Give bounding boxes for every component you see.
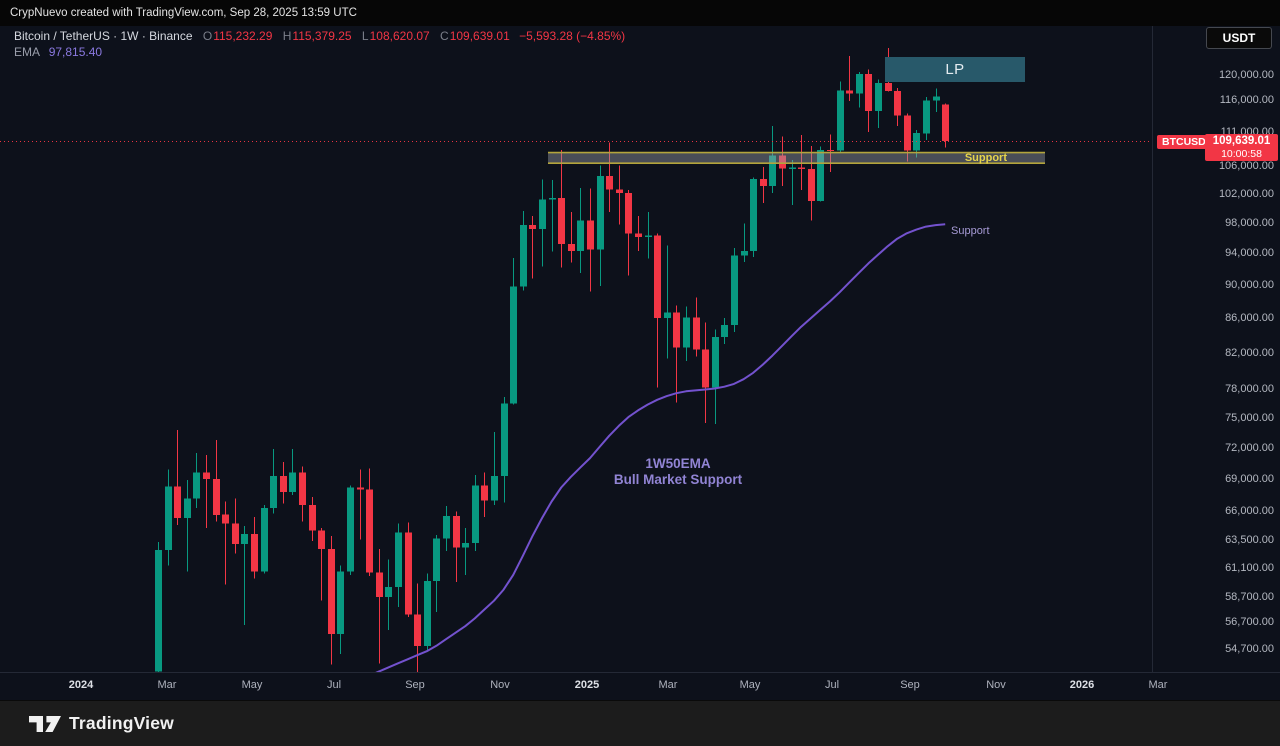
chart-legend: Bitcoin / TetherUS · 1W · Binance O115,2… <box>14 28 625 60</box>
last-price-badge: 109,639.01 10:00:58 <box>1205 134 1278 161</box>
price-tick-label: 82,000.00 <box>1225 347 1274 359</box>
price-tick-label: 98,000.00 <box>1225 217 1274 229</box>
ema-note-line2: Bull Market Support <box>613 472 743 487</box>
price-tick-label: 58,700.00 <box>1225 591 1274 603</box>
price-tick-label: 56,700.00 <box>1225 616 1274 628</box>
high-label: H <box>282 29 292 43</box>
price-tick-label: 54,700.00 <box>1225 643 1274 655</box>
time-scale[interactable]: 2024 Mar May Jul Sep Nov 2025 Mar May Jul Sep Nov 20… <box>0 672 1280 698</box>
ema-note-text[interactable]: 1W50EMA Bull Market Support <box>614 456 742 488</box>
price-tick-label: 120,000.00 <box>1218 69 1274 81</box>
price-tick-label: 72,000.00 <box>1225 442 1274 454</box>
tradingview-wordmark[interactable]: TradingView <box>69 713 174 733</box>
footer-bar: TradingView <box>0 700 1280 746</box>
low-label: L <box>361 29 369 43</box>
price-tick-label: 94,000.00 <box>1225 247 1274 259</box>
time-tick-label: May <box>739 679 761 691</box>
ema-legend-value: 97,815.40 <box>48 45 103 59</box>
price-tick-label: 69,000.00 <box>1225 473 1274 485</box>
open-label: O <box>202 29 213 43</box>
time-tick-label: May <box>241 679 263 691</box>
symbol-title[interactable]: Bitcoin / TetherUS · 1W · Binance <box>14 29 193 43</box>
price-tick-label: 75,000.00 <box>1225 412 1274 424</box>
price-tick-label: 66,000.00 <box>1225 505 1274 517</box>
ema-support-label[interactable]: Support <box>951 225 990 237</box>
tradingview-logo-icon[interactable] <box>28 713 62 735</box>
price-tick-label: 61,100.00 <box>1225 562 1274 574</box>
support-zone-label[interactable]: Support <box>964 152 1007 164</box>
attribution-bar: CrypNuevo created with TradingView.com, … <box>0 0 1280 26</box>
candles-layer[interactable] <box>155 48 949 676</box>
time-tick-label: Sep <box>405 679 425 691</box>
price-tick-label: 102,000.00 <box>1218 188 1274 200</box>
price-tick-label: 90,000.00 <box>1225 279 1274 291</box>
time-tick-label: Mar <box>658 679 678 691</box>
change-value: −5,593.28 (−4.85%) <box>519 29 626 43</box>
symbol-legend-row: Bitcoin / TetherUS · 1W · Binance O115,2… <box>14 28 625 44</box>
price-scale[interactable]: 120,000.00 116,000.00 111,000.00 106,000.00… <box>1152 26 1280 672</box>
ema-legend-row: EMA 97,815.40 <box>14 44 625 60</box>
currency-badge: USDT <box>1206 27 1272 49</box>
time-tick-label: 2026 <box>1069 679 1095 691</box>
close-value: 109,639.01 <box>449 29 510 43</box>
close-label: C <box>440 29 449 43</box>
time-tick-label: Nov <box>490 679 510 691</box>
price-tick-label: 78,000.00 <box>1225 383 1274 395</box>
time-tick-label: 2024 <box>68 679 94 691</box>
bar-countdown: 10:00:58 <box>1221 148 1262 160</box>
attribution-text: CrypNuevo created with TradingView.com, … <box>10 7 357 19</box>
ema50-line[interactable] <box>369 223 946 675</box>
price-tick-label: 116,000.00 <box>1219 94 1274 106</box>
lp-zone-label: LP <box>945 61 965 78</box>
open-value: 115,232.29 <box>213 29 273 43</box>
time-tick-label: Mar <box>157 679 177 691</box>
time-tick-label: 2025 <box>574 679 600 691</box>
price-tick-label: 86,000.00 <box>1225 312 1274 324</box>
price-tick-label: 106,000.00 <box>1218 160 1274 172</box>
high-value: 115,379.25 <box>292 29 352 43</box>
low-value: 108,620.07 <box>369 29 430 43</box>
ema-legend-label[interactable]: EMA <box>14 45 40 59</box>
time-tick-label: Mar <box>1148 679 1168 691</box>
price-tick-label: 63,500.00 <box>1225 534 1274 546</box>
time-tick-label: Nov <box>986 679 1006 691</box>
ticker-tag: BTCUSDT <box>1157 135 1218 149</box>
time-tick-label: Jul <box>326 679 342 691</box>
time-tick-label: Jul <box>824 679 840 691</box>
lp-zone-box[interactable]: LP <box>885 57 1025 82</box>
time-tick-label: Sep <box>900 679 920 691</box>
last-price: 109,639.01 <box>1212 135 1271 147</box>
ema-note-line1: 1W50EMA <box>645 456 711 471</box>
